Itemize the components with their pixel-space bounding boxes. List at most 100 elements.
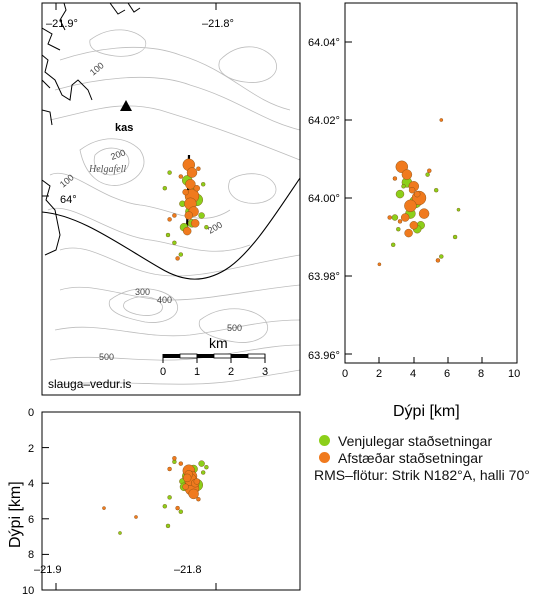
hypocenter-point: [118, 531, 122, 535]
hypocenter-point: [178, 509, 184, 514]
side-ticks: [344, 41, 518, 363]
epicenter-point: [193, 184, 201, 192]
hypocenter-point: [401, 184, 406, 189]
hypocenter-point: [435, 258, 441, 263]
hypocenter-point: [377, 262, 382, 267]
epicenter-point: [184, 211, 194, 220]
contour-label: 200: [109, 147, 127, 162]
hypocenter-point: [204, 465, 209, 470]
lon-right-label: –21.8°: [202, 18, 234, 30]
bottom-x-tick: –21.9: [34, 564, 62, 576]
hypocenter-point: [102, 506, 106, 510]
side-lat-tick: 63.98°: [308, 271, 340, 283]
contour-label: 200: [206, 220, 224, 236]
hypocenter-point: [182, 483, 189, 490]
hypocenter-point: [200, 470, 206, 475]
lon-left-label: –21.9°: [46, 18, 78, 30]
legend-item-rms: RMS–flötur: Strik N182°A, halli 70°: [314, 466, 530, 483]
side-x-tick: 6: [444, 368, 450, 380]
credit-label: slauga–vedur.is: [48, 377, 131, 391]
hypocenter-point: [182, 473, 192, 483]
station-label: kas: [115, 122, 133, 134]
legend-rms-label: RMS–flötur: Strik N182°A, halli 70°: [314, 466, 530, 483]
legend-green-label: Venjulegar staðsetningar: [338, 432, 493, 449]
side-x-tick: 4: [410, 368, 416, 380]
hypocenter-point: [425, 172, 430, 177]
hypocenter-point: [175, 505, 180, 511]
lon-depth-panel: 0 2 4 6 8 10 Dýpi [km] –21.9 –21.8: [7, 407, 301, 597]
hypocenter-point: [427, 168, 432, 173]
contour-label: 400: [157, 295, 172, 305]
side-lat-tick: 63.96°: [308, 350, 340, 362]
hypocenter-point: [387, 215, 392, 220]
contour-label: 500: [99, 352, 114, 362]
scale-tick: 0: [160, 366, 166, 378]
hypocenter-point: [401, 213, 410, 222]
bottom-y-tick: 6: [28, 514, 34, 526]
hypocenter-point: [409, 221, 418, 230]
side-lat-tick: 64.02°: [308, 115, 340, 127]
bottom-frame: [41, 411, 301, 591]
epicenter-point: [198, 212, 205, 219]
hypocenter-point: [178, 461, 184, 466]
hypocenter-point: [401, 169, 413, 180]
bottom-x-tick: –21.8: [174, 564, 202, 576]
bottom-y-tick: 4: [28, 478, 34, 490]
epicenter-point: [167, 217, 172, 222]
station-triangle-icon: [120, 100, 132, 111]
hypocenter-point: [404, 228, 413, 238]
map-epicenters: [162, 158, 209, 261]
side-frame: [344, 2, 518, 364]
legend-item-orange: Afstæðar staðsetningar: [314, 449, 530, 466]
place-label: Helgafell: [88, 164, 126, 175]
contour-label: 100: [88, 60, 106, 77]
contour-label: 500: [227, 323, 242, 333]
epicenter-point: [178, 252, 184, 257]
side-x-tick: 2: [376, 368, 382, 380]
hypocenter-point: [414, 190, 421, 198]
hypocenter-point: [456, 207, 461, 212]
epicenter-point: [167, 170, 172, 175]
hypocenter-point: [162, 504, 168, 509]
bottom-y-tick: 8: [28, 549, 34, 561]
bottom-y-tick: 0: [28, 407, 34, 419]
map-frame: [41, 2, 301, 396]
epicenter-point: [204, 224, 209, 230]
bottom-ticks: [42, 411, 217, 591]
side-lat-tick: 64.04°: [308, 37, 340, 49]
hypocenter-point: [391, 214, 399, 221]
hypocenter-point: [134, 515, 138, 519]
epicenter-point: [186, 167, 198, 178]
hypocenter-point: [439, 254, 444, 259]
hypocenter-point: [418, 208, 430, 219]
hypocenter-point: [167, 495, 172, 500]
hypocenter-point: [172, 456, 177, 461]
epicenter-point: [196, 166, 201, 171]
epicenter-point: [190, 219, 200, 228]
epicenter-point: [178, 174, 184, 179]
scale-tick: 2: [228, 366, 234, 378]
hypocenter-point: [193, 478, 201, 485]
side-x-tick: 10: [508, 368, 520, 380]
bottom-ylabel: Dýpi [km]: [7, 481, 24, 548]
epicenter-point: [172, 213, 177, 218]
scale-title: km: [209, 335, 228, 351]
epicenter-point: [182, 188, 189, 196]
hypocenter-point: [395, 160, 408, 174]
hypocenter-point: [196, 497, 201, 502]
epicenter-point: [165, 232, 171, 238]
hypocenter-point: [395, 189, 405, 199]
side-lat-tick: 64.00°: [308, 193, 340, 205]
hypocenter-point: [396, 226, 401, 232]
contour-label: 100: [58, 172, 76, 189]
hypocenter-point: [452, 234, 458, 240]
hypocenter-point: [392, 176, 398, 181]
side-x-tick: 8: [478, 368, 484, 380]
hypocenter-point: [397, 219, 403, 224]
hypocenter-point: [434, 187, 439, 193]
hypocenter-point: [408, 186, 416, 194]
epicenter-point: [175, 256, 180, 261]
epicenter-point: [200, 182, 206, 187]
side-x-tick: 0: [342, 368, 348, 380]
